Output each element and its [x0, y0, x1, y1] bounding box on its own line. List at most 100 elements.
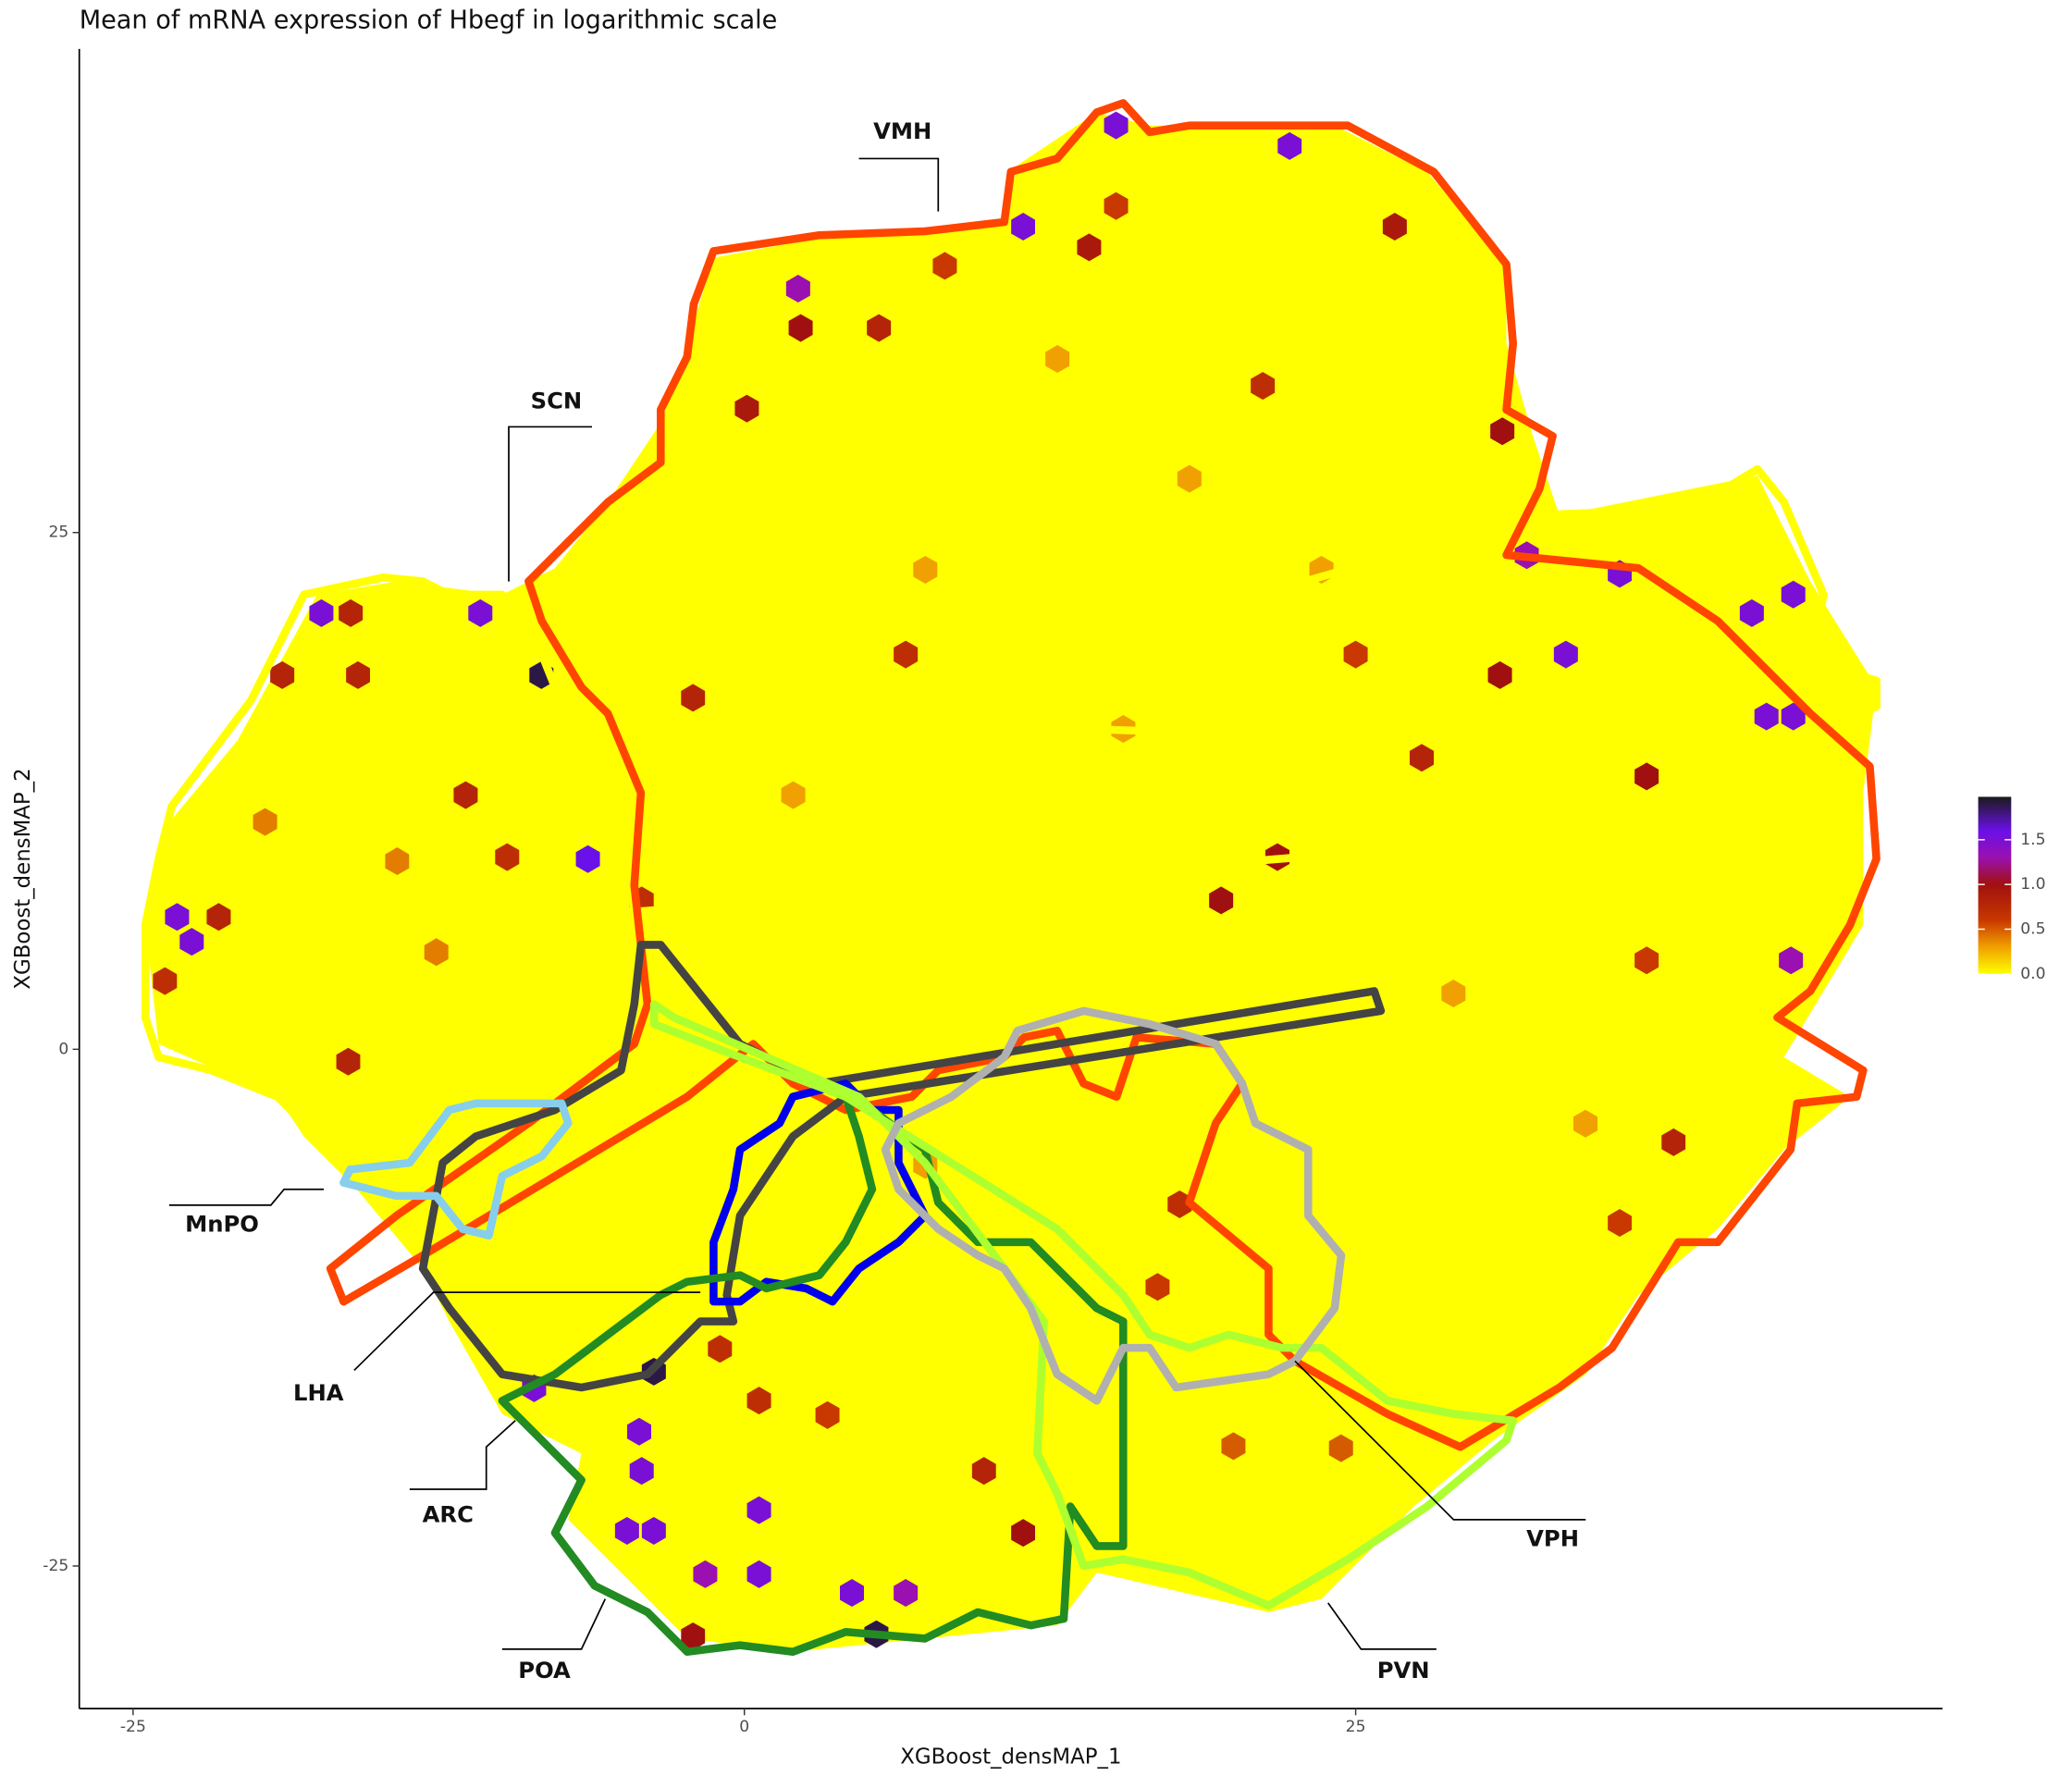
- hex: [575, 845, 600, 873]
- hex: [336, 1047, 361, 1076]
- hex: [1739, 598, 1764, 627]
- hex: [153, 967, 178, 995]
- hex: [746, 1387, 771, 1415]
- y-tick-label: 0: [58, 1040, 68, 1058]
- colorbar-tick-label: 1.0: [2020, 875, 2045, 894]
- label-leaders: [168, 157, 1586, 1650]
- hex: [270, 660, 295, 689]
- hex: [1077, 233, 1102, 262]
- colorbar-tick-label: 0.5: [2020, 920, 2045, 939]
- hex: [913, 556, 938, 584]
- hex: [1251, 372, 1276, 401]
- hex: [424, 938, 449, 967]
- hex: [206, 903, 231, 931]
- y-tick-label: 25: [48, 524, 68, 542]
- hex: [641, 1517, 666, 1545]
- leader-line: [501, 1598, 607, 1650]
- hex: [1572, 1109, 1597, 1138]
- contour-lha: [418, 941, 1386, 1392]
- hex: [629, 1457, 654, 1486]
- hex: [894, 640, 919, 669]
- hex: [781, 781, 806, 809]
- hex: [1177, 464, 1202, 493]
- hex: [1045, 345, 1070, 373]
- hex: [785, 275, 810, 302]
- hex: [708, 1335, 733, 1363]
- hex: [681, 684, 706, 712]
- region-label: VMH: [873, 117, 931, 144]
- hex: [1781, 580, 1806, 609]
- hex: [385, 847, 410, 875]
- hex: [788, 314, 813, 342]
- hex: [1221, 1432, 1246, 1461]
- hex: [1104, 111, 1128, 140]
- hex: [1754, 702, 1779, 731]
- hex: [614, 1517, 639, 1545]
- leader-line: [858, 157, 940, 212]
- hex: [495, 843, 520, 871]
- hex: [1490, 417, 1515, 446]
- hex: [627, 1417, 651, 1446]
- region-label: LHA: [293, 1379, 344, 1406]
- hex: [1382, 213, 1407, 240]
- hex: [468, 598, 493, 627]
- hex: [1011, 1519, 1035, 1548]
- x-axis-title: XGBoost_densMAP_1: [900, 1745, 1121, 1769]
- x-tick-label: 25: [1346, 1718, 1366, 1736]
- hex: [1410, 744, 1434, 772]
- y-axis-title: XGBoost_densMAP_2: [11, 768, 35, 989]
- leader-line: [1294, 1360, 1586, 1521]
- x-tick-label: 0: [739, 1718, 749, 1736]
- leader-line: [409, 1420, 516, 1490]
- hex: [1145, 1273, 1170, 1301]
- hex: [339, 598, 364, 627]
- colorbar: [1978, 796, 2012, 974]
- hex: [1343, 640, 1368, 669]
- hex: [867, 314, 892, 342]
- hex: [734, 394, 759, 423]
- y-tick-label: -25: [43, 1557, 68, 1575]
- region-label: MnPO: [185, 1210, 259, 1237]
- leader-line: [1327, 1602, 1437, 1650]
- hex: [1104, 191, 1128, 220]
- leader-line: [508, 426, 592, 582]
- hex: [179, 928, 204, 956]
- hex: [1209, 886, 1234, 915]
- region-label: ARC: [423, 1501, 474, 1528]
- hex: [971, 1457, 996, 1486]
- hex: [894, 1579, 919, 1607]
- hex: [1487, 660, 1512, 689]
- colorbar-tick-label: 1.5: [2020, 831, 2045, 849]
- hex: [453, 781, 478, 809]
- hex: [309, 598, 334, 627]
- hex: [1441, 980, 1466, 1007]
- chart-title: Mean of mRNA expression of Hbegf in loga…: [80, 6, 778, 34]
- hex: [1781, 702, 1806, 731]
- region-labels: VMH SCN MnPO LHA ARC POA PVN VPH: [185, 117, 1579, 1684]
- hex: [165, 903, 190, 931]
- hex: [1634, 762, 1659, 791]
- hex: [1167, 1190, 1192, 1218]
- contour-poa: [498, 1092, 1128, 1656]
- contour-mnpo: [339, 1099, 573, 1240]
- region-label: PVN: [1377, 1657, 1430, 1684]
- hex: [815, 1400, 840, 1429]
- contour-pvn: [649, 1000, 1517, 1610]
- hex: [1553, 640, 1578, 669]
- x-tick-label: -25: [120, 1718, 146, 1736]
- hex: [1634, 946, 1659, 975]
- hex: [746, 1496, 771, 1524]
- hex: [1661, 1128, 1686, 1156]
- leader-line: [168, 1188, 324, 1206]
- hex: [746, 1560, 771, 1588]
- hex: [681, 1622, 706, 1651]
- contour-scn: [141, 574, 639, 1154]
- region-label: POA: [518, 1657, 571, 1684]
- colorbar-tick-label: 0.0: [2020, 965, 2045, 983]
- region-contours: [141, 99, 1881, 1656]
- hex: [1011, 213, 1035, 240]
- hex: [693, 1560, 718, 1588]
- leader-line: [353, 1291, 701, 1372]
